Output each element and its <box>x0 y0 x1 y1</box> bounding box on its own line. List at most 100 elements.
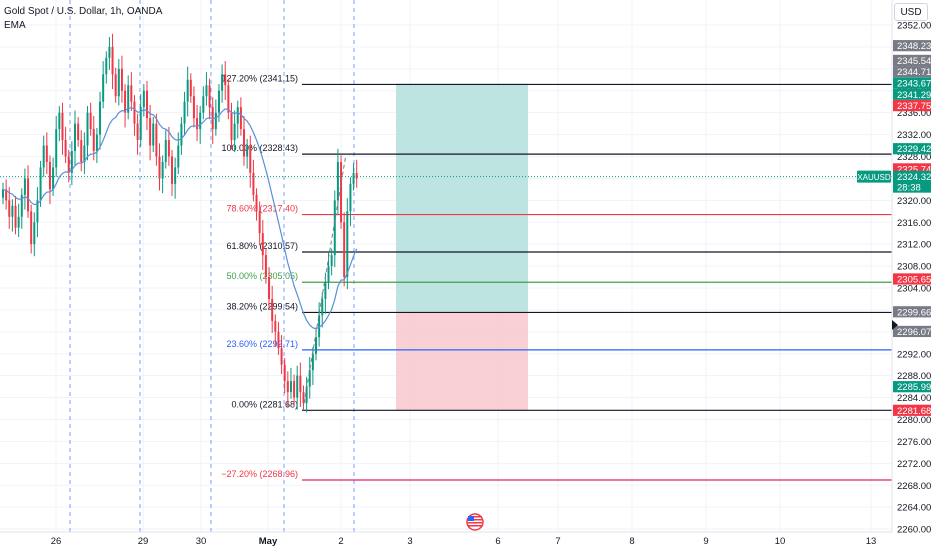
candle-body <box>70 151 73 173</box>
price-tag-bg <box>893 66 931 78</box>
price-tag-bg <box>893 306 931 318</box>
candle-body <box>208 85 211 108</box>
candle-body <box>252 172 255 195</box>
candle-body <box>61 112 64 141</box>
candle-body <box>130 85 133 102</box>
price-tick-label: 2316.00 <box>897 218 931 229</box>
candle-body <box>117 68 120 97</box>
profit-zone <box>396 83 528 312</box>
candle-body <box>236 107 239 124</box>
price-tag-bg <box>893 143 931 155</box>
price-tick-label: 2260.00 <box>897 525 931 536</box>
symbol-tag-bg <box>857 170 891 183</box>
candle-body <box>202 96 205 113</box>
candle-body <box>67 156 70 173</box>
candle-body <box>167 140 170 157</box>
candle-body <box>255 194 258 212</box>
candle-body <box>268 277 271 299</box>
fib-level-label: 23.60% (2292.71) <box>226 339 298 349</box>
price-tag-bg <box>893 77 931 89</box>
fib-level-label: 0.00% (2281.68) <box>231 399 298 409</box>
candle-body <box>264 255 267 278</box>
candle-body <box>133 101 136 124</box>
candle-body <box>127 85 130 113</box>
candle-body <box>224 74 227 86</box>
candle-body <box>293 381 296 398</box>
price-tag-bg <box>893 54 931 66</box>
candle-body <box>289 381 292 393</box>
candle-body <box>120 68 123 91</box>
price-tick-label: 2264.00 <box>897 503 931 514</box>
candle-body <box>352 172 355 184</box>
candle-body <box>108 46 111 58</box>
candle-body <box>42 145 45 168</box>
candle-body <box>145 90 148 119</box>
candle-body <box>95 134 98 152</box>
price-tag-text: 2329.42 <box>897 144 931 155</box>
price-tag-text: 2325.74 <box>897 164 931 175</box>
time-tick-label: 3 <box>407 536 412 547</box>
price-tag-text: 2344.71 <box>897 67 931 78</box>
candle-body <box>280 348 283 365</box>
price-tick-label: 2268.00 <box>897 481 931 492</box>
time-tick-label: 13 <box>866 536 877 547</box>
price-tick-label: 2304.00 <box>897 284 931 295</box>
candle-body <box>14 205 17 228</box>
price-tick-label: 2336.00 <box>897 108 931 119</box>
time-tick-label: 29 <box>138 536 149 547</box>
fib-level-label: 78.60% (2317.40) <box>226 204 298 214</box>
candle-body <box>155 123 158 157</box>
currency-button[interactable]: USD <box>894 3 928 21</box>
time-tick-label: 10 <box>775 536 786 547</box>
candle-body <box>283 364 286 382</box>
candle-body <box>183 101 186 124</box>
candle-body <box>164 140 167 162</box>
candle-body <box>105 57 108 75</box>
price-tag-bg <box>893 88 931 100</box>
candle-body <box>58 112 61 130</box>
candle-body <box>246 145 249 157</box>
price-tick-label: 2284.00 <box>897 393 931 404</box>
candle-body <box>299 375 302 393</box>
chart-legend: Gold Spot / U.S. Dollar, 1h, OANDA EMA <box>4 5 162 33</box>
price-tag-text: 2299.66 <box>897 307 931 318</box>
time-tick-label: 26 <box>51 536 62 547</box>
symbol-tag-text[interactable]: XAUUSD <box>857 173 891 182</box>
candle-body <box>45 145 48 162</box>
candle-body <box>327 266 330 283</box>
candle-body <box>324 282 327 299</box>
symbol-title[interactable]: Gold Spot / U.S. Dollar, 1h, OANDA <box>4 6 163 17</box>
price-labels: 2348.23 2345.542344.712343.672341.292337.… <box>893 40 931 417</box>
candle-body <box>136 123 139 141</box>
time-axis: 26 29 30 May 2 3 6 7 8 9 10 13 <box>0 531 892 550</box>
candle-body <box>302 392 305 404</box>
axis-marker-icon <box>892 320 898 330</box>
candle-body <box>33 222 36 245</box>
price-tick-label: 2308.00 <box>897 262 931 273</box>
candle-body <box>205 85 208 97</box>
candle-body <box>20 194 23 217</box>
price-tag-text: 2337.75 <box>897 101 931 112</box>
candle-body <box>217 90 220 113</box>
price-tick-label: 2288.00 <box>897 371 931 382</box>
candle-body <box>333 200 336 256</box>
candle-body <box>177 145 180 168</box>
fib-trend-line <box>302 154 347 411</box>
candle-body <box>39 167 42 201</box>
candle-body <box>349 183 352 212</box>
price-tick-label: 2328.00 <box>897 152 931 163</box>
price-tag-text: 2281.68 <box>897 406 931 417</box>
candle-body <box>286 381 289 393</box>
price-tag-text: 2305.65 <box>897 274 931 285</box>
candle-body <box>8 200 11 217</box>
price-tick-label: 2292.00 <box>897 349 931 360</box>
price-tag-bg <box>893 404 931 416</box>
us-flag-event-icon[interactable] <box>466 513 484 531</box>
candle-body <box>86 112 89 146</box>
candle-body <box>230 112 233 141</box>
candle-body <box>346 211 349 278</box>
indicator-label[interactable]: EMA <box>4 20 26 31</box>
candle-body <box>36 200 39 223</box>
